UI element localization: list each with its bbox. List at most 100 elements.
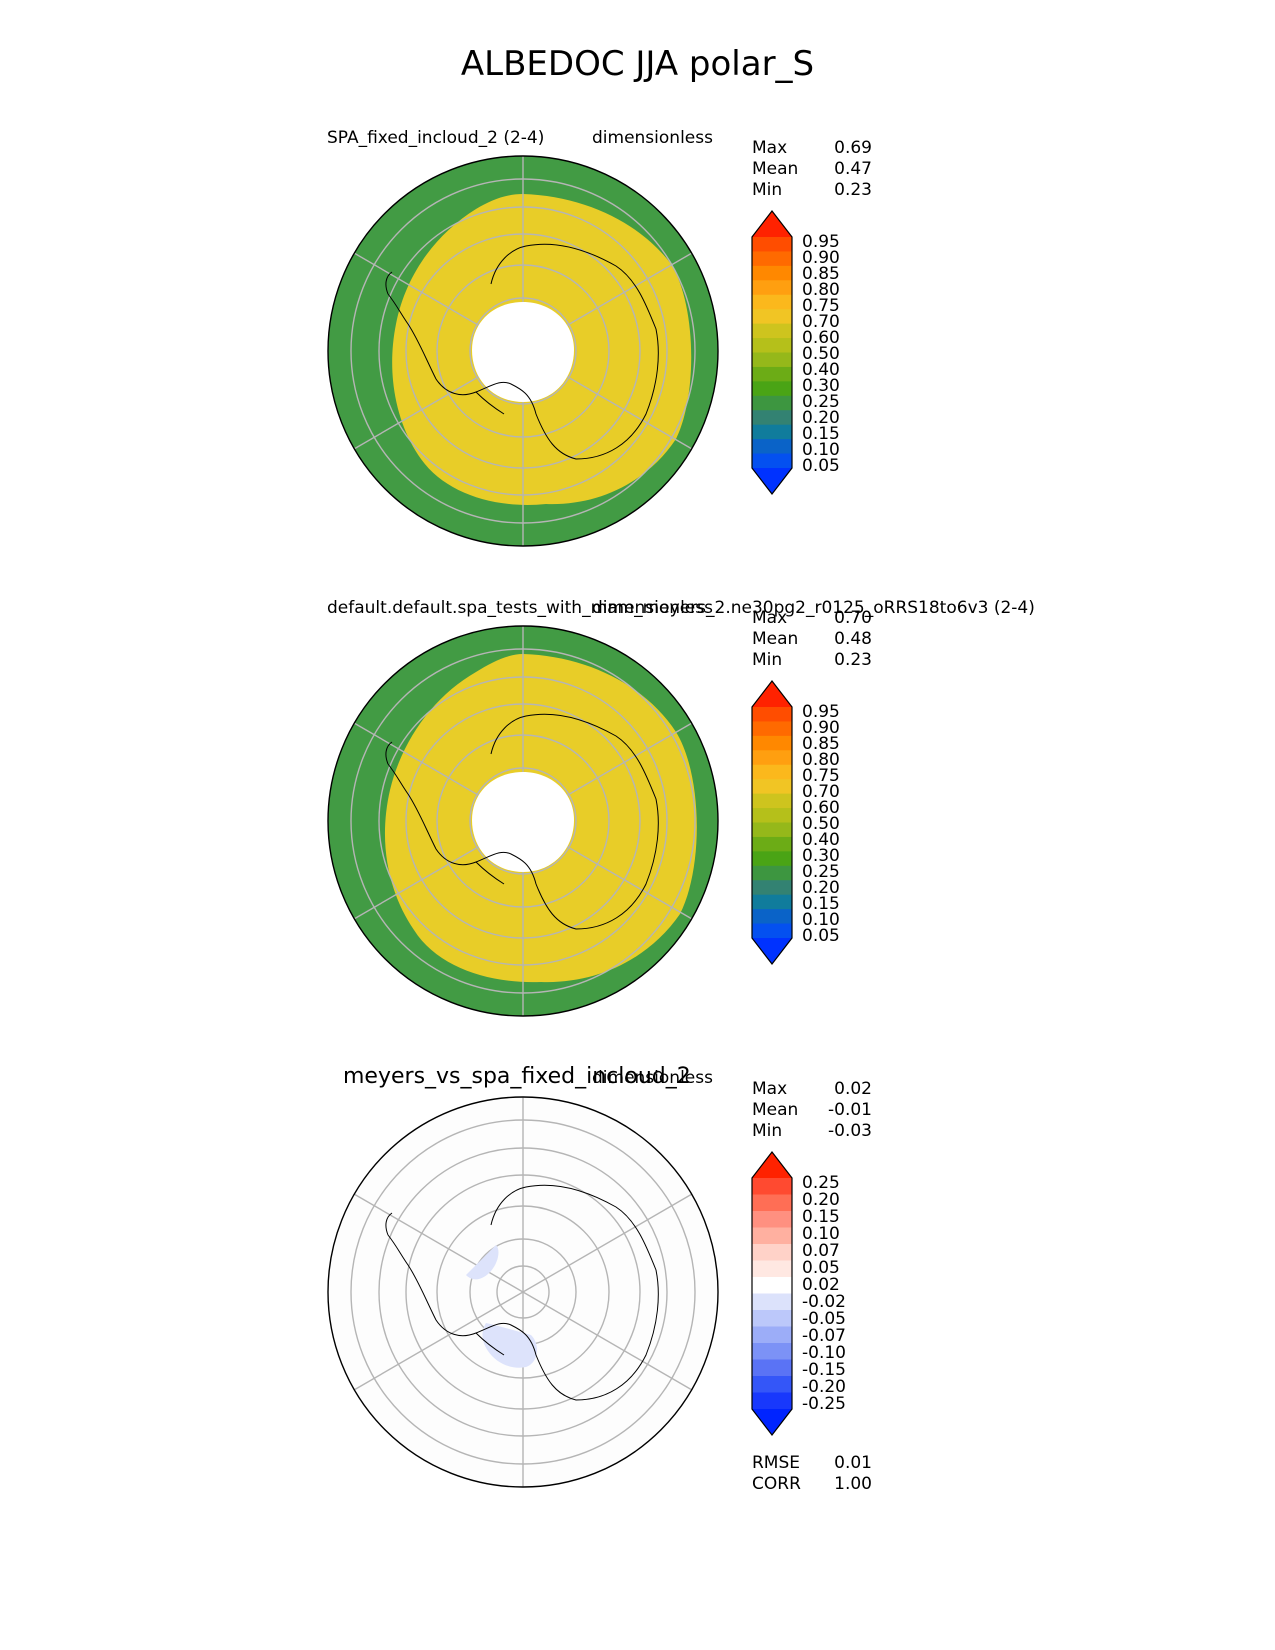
colorbar-band	[752, 865, 792, 881]
colorbar-tick-label: 0.02	[802, 1275, 840, 1295]
colorbar-tick-label: 0.10	[802, 440, 840, 460]
colorbar-band	[752, 453, 792, 469]
stat-max-label: Max	[752, 608, 788, 628]
colorbar-band	[752, 909, 792, 925]
corr-value: 1.00	[834, 1474, 872, 1494]
colorbar-band	[752, 395, 792, 411]
colorbar-tick-label: 0.75	[802, 296, 840, 316]
colorbar-tick-label: 0.70	[802, 312, 840, 332]
colorbar-band	[752, 1343, 792, 1360]
stat-mean-label: Mean	[752, 1100, 799, 1120]
colorbar-tick-label: 0.25	[802, 1173, 840, 1193]
colorbar-tick-label: 0.70	[802, 782, 840, 802]
stat-max-label: Max	[752, 138, 788, 158]
colorbar-band	[752, 880, 792, 896]
colorbar-bottom-extend	[752, 1409, 792, 1435]
colorbar-band	[752, 750, 792, 766]
colorbar-band	[752, 1310, 792, 1327]
stat-min-value: 0.23	[834, 650, 872, 670]
colorbar-tick-label: 0.05	[802, 456, 840, 476]
colorbar-outline	[751, 1151, 793, 1436]
colorbar-band	[752, 410, 792, 426]
map-boundary	[327, 155, 719, 547]
stat-max-value: 0.70	[834, 608, 872, 628]
colorbar-band	[752, 851, 792, 867]
colorbar-tick-label: 0.10	[802, 1224, 840, 1244]
stat-min-label: Min	[752, 180, 783, 200]
colorbar-band	[752, 1376, 792, 1393]
colorbar-tick-label: 0.60	[802, 798, 840, 818]
colorbar-tick-label: 0.30	[802, 376, 840, 396]
colorbar-tick-label: 0.30	[802, 846, 840, 866]
stat-mean-label: Mean	[752, 629, 799, 649]
colorbar-band	[752, 808, 792, 823]
panel-1-right-title: dimensionless	[592, 128, 713, 148]
panel-2-colorbar-ticks: 0.95 0.90 0.85 0.80 0.75 0.70 0.60 0.50 …	[750, 681, 850, 964]
map-coastline	[385, 713, 659, 930]
colorbar-band	[752, 352, 792, 368]
colorbar-tick-label: -0.07	[802, 1326, 846, 1346]
colorbar-tick-label: 0.60	[802, 328, 840, 348]
stat-mean-value: -0.01	[828, 1100, 872, 1120]
panel-3-colorbar-ticks: 0.25 0.20 0.15 0.10 0.07 0.05 0.02 -0.02…	[750, 1152, 850, 1435]
colorbar-tick-label: -0.20	[802, 1377, 846, 1397]
figure-title: ALBEDOC JJA polar_S	[460, 44, 815, 84]
colorbar-band	[752, 923, 792, 939]
panel-2-right-title: dimensionless	[592, 598, 713, 618]
panel-3-right-title: dimensionless	[592, 1068, 713, 1088]
colorbar-bands	[751, 1151, 793, 1436]
map-negative-anomaly	[466, 1245, 499, 1280]
map-boundary	[327, 625, 719, 1017]
stat-mean-value: 0.48	[834, 629, 872, 649]
colorbar-band	[752, 1244, 792, 1261]
colorbar-tick-label: 0.40	[802, 360, 840, 380]
colorbar-band	[752, 1293, 792, 1311]
panel-2-map	[327, 625, 719, 1017]
colorbar-tick-label: 0.95	[802, 702, 840, 722]
panel-1-colorbar	[751, 210, 793, 495]
colorbar-band	[752, 294, 792, 310]
colorbar-band	[752, 721, 792, 737]
colorbar-tick-label: 0.15	[802, 894, 840, 914]
colorbar-tick-label: 0.25	[802, 392, 840, 412]
colorbar-band	[752, 439, 792, 455]
colorbar-tick-label: 0.80	[802, 280, 840, 300]
panel-1-map	[327, 155, 719, 547]
colorbar-top-extend	[752, 681, 792, 707]
stat-mean-value: 0.47	[834, 159, 872, 179]
colorbar-tick-label: 0.75	[802, 766, 840, 786]
stat-min-value: -0.03	[828, 1121, 872, 1141]
colorbar-band	[752, 1392, 792, 1410]
colorbar-band	[752, 265, 792, 281]
colorbar-band	[752, 1211, 792, 1228]
map-negative-anomaly	[482, 1323, 538, 1368]
colorbar-bottom-extend	[752, 938, 792, 964]
colorbar-tick-label: 0.50	[802, 344, 840, 364]
stat-min-value: 0.23	[834, 180, 872, 200]
colorbar-tick-label: -0.25	[802, 1394, 846, 1414]
panel-3-left-title: meyers_vs_spa_fixed_incloud_2	[343, 1064, 691, 1089]
colorbar-top-extend	[752, 1152, 792, 1178]
colorbar-band	[752, 735, 792, 751]
colorbar-tick-label: 0.15	[802, 424, 840, 444]
colorbar-tick-label: 0.20	[802, 408, 840, 428]
colorbar-band	[752, 1178, 792, 1195]
panel-2-left-title: default.default.spa_tests_with_mam_meyer…	[327, 598, 1035, 618]
colorbar-tick-label: -0.15	[802, 1360, 846, 1380]
colorbar-band	[752, 381, 792, 397]
colorbar-tick-label: 0.40	[802, 830, 840, 850]
colorbar-tick-label: -0.02	[802, 1292, 846, 1312]
colorbar-band	[752, 779, 792, 795]
colorbar-band	[752, 1227, 792, 1245]
panel-2-stats: Max 0.70 Mean 0.48 Min 0.23	[752, 608, 872, 674]
colorbar-tick-label: 0.20	[802, 878, 840, 898]
colorbar-band	[752, 338, 792, 353]
colorbar-band	[752, 251, 792, 267]
colorbar-tick-label: 0.10	[802, 910, 840, 930]
colorbar-tick-label: 0.07	[802, 1241, 840, 1261]
colorbar-tick-label: 0.95	[802, 232, 840, 252]
colorbar-tick-label: -0.10	[802, 1343, 846, 1363]
map-pole-hole	[472, 772, 574, 872]
stat-max-value: 0.02	[834, 1079, 872, 1099]
colorbar-bands	[751, 680, 793, 965]
